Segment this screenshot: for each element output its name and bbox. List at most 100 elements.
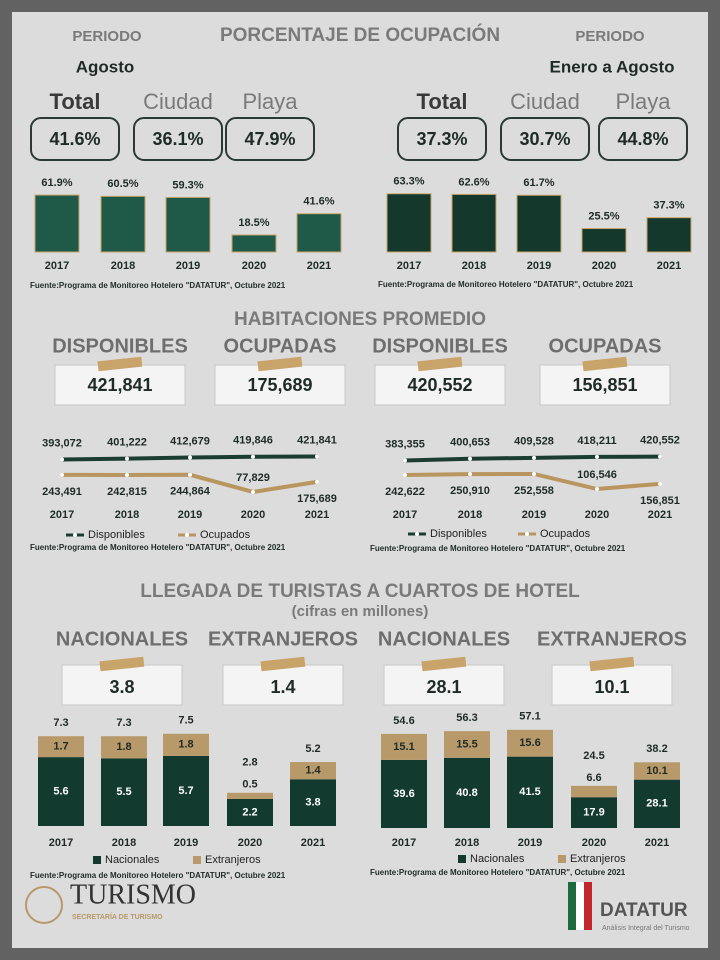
value-label: 243,491 (42, 486, 82, 498)
section-subtitle: (cifras en millones) (292, 603, 429, 620)
value-label: 244,864 (170, 486, 211, 498)
bar-segment (163, 755, 209, 826)
x-tick-label: 2018 (112, 837, 136, 849)
point (251, 454, 255, 459)
value-label: 77,829 (236, 472, 270, 484)
box-value: 175,689 (247, 375, 312, 395)
value-label: 60.5% (107, 178, 138, 190)
source: Fuente:Programa de Monitoreo Hotelero "D… (30, 871, 286, 880)
bar (231, 234, 277, 253)
x-tick-label: 2019 (178, 509, 202, 521)
value-label: 106,546 (577, 469, 617, 481)
tape (99, 656, 145, 672)
x-tick-label: 2018 (458, 509, 482, 521)
period-label: PERIODO (72, 28, 142, 45)
box-value: 421,841 (87, 375, 152, 395)
value-label: 400,653 (450, 437, 490, 449)
point (403, 458, 407, 463)
segment-label: 0.5 (242, 779, 257, 791)
legend-swatch (558, 855, 566, 863)
legend-dot (73, 533, 77, 537)
bar-segment (381, 759, 427, 828)
point (125, 472, 129, 477)
section-title: LLEGADA DE TURISTAS A CUARTOS DE HOTEL (140, 581, 580, 602)
x-tick-label: 2017 (397, 260, 421, 272)
segment-label: 5.7 (178, 785, 193, 797)
value-label: 412,679 (170, 435, 210, 447)
segment-label: 2.2 (242, 806, 257, 818)
box-value: 3.8 (109, 677, 134, 697)
total-label: 7.5 (178, 715, 193, 727)
kpi-box (539, 364, 671, 406)
value-label: 252,558 (514, 485, 554, 497)
x-tick-label: 2018 (455, 837, 479, 849)
point (468, 456, 472, 461)
box-label: Total (50, 89, 101, 114)
box-value: 41.6% (49, 129, 100, 149)
x-tick-label: 2021 (307, 260, 331, 272)
point (403, 473, 407, 478)
segment-label: 5.5 (116, 786, 131, 798)
box-value: 37.3% (416, 129, 467, 149)
x-tick-label: 2021 (305, 509, 329, 521)
point (188, 472, 192, 477)
legend-label: Disponibles (430, 528, 487, 540)
tape (97, 356, 143, 372)
value-label: 250,910 (450, 485, 490, 497)
legend-swatch (458, 855, 466, 863)
bar-segment (227, 798, 273, 826)
box-label: Playa (242, 89, 298, 114)
kpi-box (214, 364, 346, 406)
segment-label: 1.4 (305, 765, 321, 777)
segment-label: 39.6 (393, 788, 414, 800)
x-tick-label: 2020 (238, 837, 262, 849)
x-tick-label: 2021 (301, 837, 325, 849)
value-label: 61.9% (41, 177, 72, 189)
value-label: 156,851 (640, 495, 680, 507)
x-tick-label: 2017 (392, 837, 416, 849)
bar-segment (101, 758, 147, 826)
x-tick-label: 2017 (45, 260, 69, 272)
bar-segment (101, 736, 147, 759)
point (60, 457, 64, 462)
bar-segment (571, 797, 617, 828)
x-tick-label: 2018 (462, 260, 486, 272)
value-label: 393,072 (42, 437, 82, 449)
kpi-box (222, 664, 344, 706)
bar (581, 228, 627, 253)
tape (589, 656, 635, 672)
total-label: 5.2 (305, 743, 320, 755)
bar (165, 196, 211, 253)
bar-segment (634, 779, 680, 828)
legend-dot (415, 532, 419, 536)
segment-label: 15.5 (456, 738, 477, 750)
source: Fuente:Programa de Monitoreo Hotelero "D… (378, 280, 634, 289)
box-value: 10.1 (594, 677, 629, 697)
ministry: SECRETARÍA DE TURISMO (72, 912, 163, 921)
total-label: 38.2 (646, 743, 667, 755)
bar-segment (381, 733, 427, 760)
value-label: 63.3% (393, 176, 424, 188)
x-tick-label: 2020 (582, 837, 606, 849)
seal (25, 886, 63, 924)
segment-label: 6.6 (586, 772, 601, 784)
box-label: NACIONALES (378, 628, 510, 650)
bar-segment (290, 779, 336, 826)
point (125, 456, 129, 461)
section-title: PORCENTAJE DE OCUPACIÓN (220, 24, 500, 46)
bar-segment (507, 729, 553, 757)
box-value: 30.7% (519, 129, 570, 149)
flag (568, 882, 592, 930)
tape (260, 656, 306, 672)
tagline: Análisis Integral del Turismo (602, 925, 690, 932)
x-tick-label: 2018 (115, 509, 139, 521)
box-label: DISPONIBLES (372, 335, 508, 357)
point (315, 454, 319, 459)
value-label: 18.5% (238, 217, 269, 229)
total-label: 56.3 (456, 712, 477, 724)
point (532, 471, 536, 476)
tape (417, 356, 463, 372)
kpi-box (383, 664, 505, 706)
